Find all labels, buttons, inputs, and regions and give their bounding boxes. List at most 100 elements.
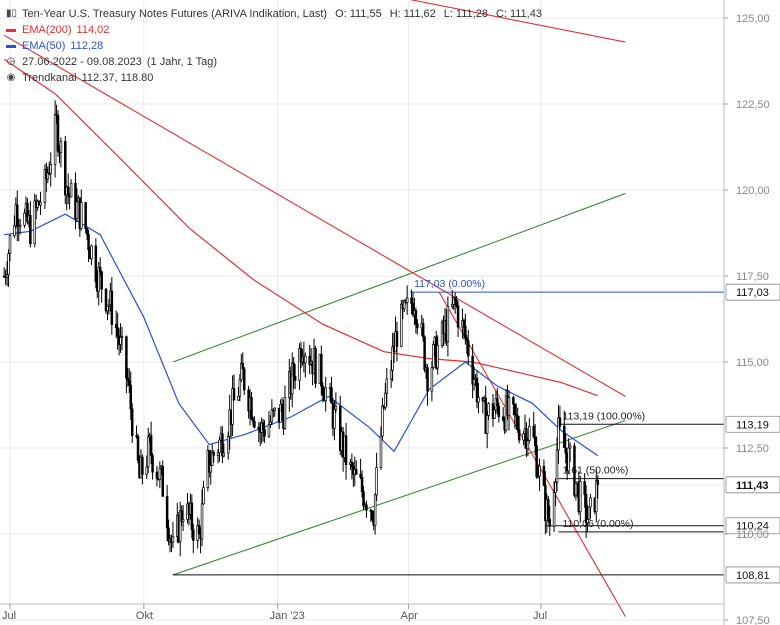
- candle-body: [263, 429, 266, 437]
- candle: [554, 478, 557, 506]
- candle-body: [308, 355, 311, 365]
- x-tick-label: Jul: [2, 610, 16, 622]
- ohlc-close-value: 111,43: [509, 8, 542, 20]
- candle-body: [528, 425, 531, 441]
- candle-body: [497, 405, 501, 418]
- trend-label: Trendkanal: [22, 72, 77, 84]
- candle: [501, 407, 505, 423]
- candle-body: [80, 202, 83, 229]
- candle: [238, 374, 242, 402]
- candle-body: [456, 305, 460, 328]
- candle: [365, 500, 368, 518]
- candle: [146, 427, 150, 474]
- candle: [465, 335, 469, 354]
- candle: [391, 332, 394, 382]
- candle: [253, 416, 256, 429]
- candle: [385, 367, 389, 407]
- candlestick-icon: ▮▯: [6, 8, 18, 19]
- candle: [402, 299, 406, 313]
- candle: [151, 452, 154, 480]
- candle-body: [586, 519, 589, 524]
- level-annotation: 110,06 (0.00%): [562, 518, 633, 530]
- y-tick-label: 122,50: [736, 99, 770, 111]
- candle: [53, 100, 57, 178]
- candle-body: [507, 397, 511, 416]
- candle-body: [222, 452, 226, 457]
- candle: [43, 164, 47, 210]
- candle-body: [542, 465, 546, 486]
- ohlc-close-key: C:: [495, 8, 507, 20]
- candle-body: [226, 435, 230, 454]
- candle-body: [421, 323, 425, 338]
- candle: [515, 403, 518, 430]
- candle: [344, 422, 348, 480]
- ohlc-low-key: L:: [443, 8, 453, 20]
- candle-body: [197, 525, 201, 534]
- candle: [414, 307, 418, 334]
- legend-row-ema50[interactable]: EMA(50) 112,28: [6, 38, 542, 54]
- candle: [555, 437, 559, 492]
- candle: [354, 460, 358, 475]
- candle: [161, 460, 165, 497]
- candle: [155, 465, 159, 487]
- candle: [16, 190, 19, 242]
- candle: [94, 238, 98, 289]
- candle: [114, 310, 118, 339]
- candle-body: [107, 304, 111, 307]
- candle-body: [416, 323, 419, 329]
- x-tick-label: Jul: [533, 610, 547, 622]
- last-price-label: 111,43: [736, 480, 768, 492]
- candle-body: [350, 461, 354, 468]
- candle-body: [536, 475, 540, 478]
- instrument-title: Ten-Year U.S. Treasury Notes Futures (AR…: [22, 8, 328, 20]
- candle: [190, 494, 194, 539]
- ema200-line: [3, 58, 598, 397]
- candle: [263, 420, 266, 443]
- candle: [464, 313, 467, 345]
- candle-body: [526, 440, 530, 450]
- candle-body: [547, 499, 550, 520]
- candle: [411, 292, 415, 318]
- candle: [579, 475, 582, 523]
- candle-body: [467, 340, 470, 357]
- candle: [532, 411, 535, 439]
- resistance-line: [3, 34, 626, 397]
- candle: [145, 455, 149, 480]
- candle: [165, 485, 169, 542]
- candle: [538, 458, 541, 491]
- candle-body: [125, 336, 128, 379]
- candle: [373, 493, 377, 535]
- candle-body: [75, 201, 79, 219]
- candle: [299, 341, 303, 368]
- candle-body: [231, 388, 234, 425]
- legend-row-ema200[interactable]: EMA(200) 114,02: [6, 22, 542, 38]
- legend-row-trend[interactable]: ◉ Trendkanal 112.37, 118.80: [6, 70, 542, 86]
- candle: [423, 335, 426, 373]
- candle-body: [324, 387, 327, 402]
- candle-body: [333, 408, 336, 429]
- ema50-line: [4, 213, 599, 457]
- candle-body: [90, 245, 93, 260]
- candle-body: [216, 452, 220, 456]
- candle-body: [304, 355, 307, 364]
- candle: [149, 421, 153, 465]
- candle: [74, 172, 77, 230]
- candle: [260, 417, 263, 444]
- candle-body: [487, 403, 490, 416]
- candle: [472, 366, 476, 391]
- candle-body: [283, 396, 287, 429]
- candle: [200, 489, 204, 546]
- levels-layer: 117,03 (0.00%) 113,19 (100.00%) 1,61 (50.0…: [172, 278, 724, 576]
- candle: [221, 426, 224, 464]
- candle-body: [242, 368, 246, 391]
- candle-body: [395, 331, 399, 347]
- candle-body: [257, 426, 261, 430]
- candle-body: [64, 141, 67, 196]
- candle: [513, 403, 517, 429]
- level-price-label: 108,81: [736, 570, 770, 582]
- candle: [181, 505, 185, 531]
- candle-body: [267, 424, 271, 437]
- candle: [119, 323, 122, 353]
